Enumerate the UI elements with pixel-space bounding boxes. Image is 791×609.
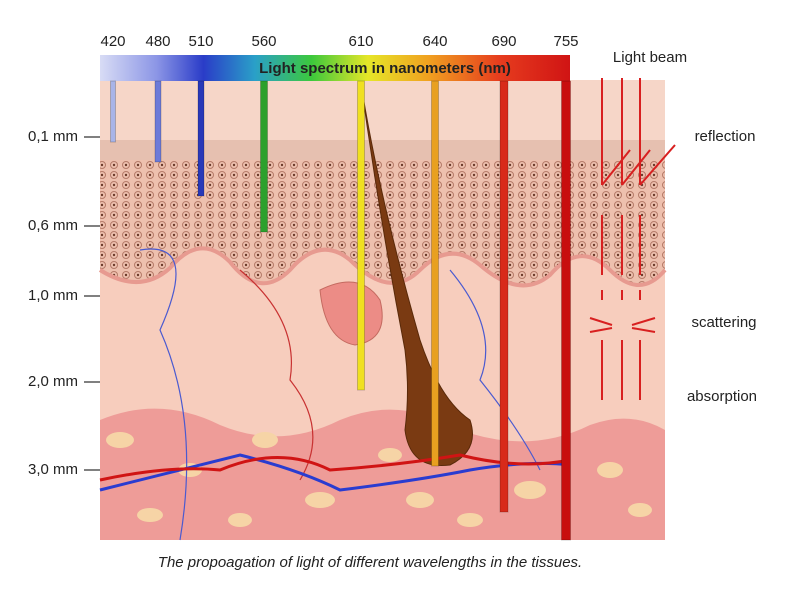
light-ray	[561, 80, 571, 541]
label-light-beam: Light beam	[613, 49, 687, 66]
depth-label: 0,1 mm	[28, 128, 78, 145]
spectrum-bar	[100, 55, 570, 81]
light-ray	[357, 80, 365, 391]
beam-arrows	[589, 78, 676, 400]
wavelength-label: 560	[251, 33, 276, 50]
wavelength-label: 420	[100, 33, 125, 50]
depth-label: 2,0 mm	[28, 373, 78, 390]
wavelength-label: 690	[491, 33, 516, 50]
label-scattering: scattering	[691, 314, 756, 331]
wavelength-label: 510	[188, 33, 213, 50]
label-absorption: absorption	[687, 388, 757, 405]
light-ray	[154, 80, 162, 163]
caption: The propoagation of light of different w…	[158, 554, 582, 571]
wavelength-label: 640	[422, 33, 447, 50]
spectrum-title: Light spectrum in nanometers (nm)	[259, 60, 511, 77]
light-ray	[197, 80, 205, 197]
wavelength-label: 480	[145, 33, 170, 50]
wavelength-label: 610	[348, 33, 373, 50]
light-ray	[110, 80, 116, 143]
wavelength-label: 755	[553, 33, 578, 50]
depth-label: 1,0 mm	[28, 287, 78, 304]
skin	[98, 80, 667, 541]
label-reflection: reflection	[695, 128, 756, 145]
depth-label: 0,6 mm	[28, 217, 78, 234]
light-ray	[431, 80, 439, 467]
light-ray	[260, 80, 268, 233]
depth-label: 3,0 mm	[28, 461, 78, 478]
light-ray	[499, 80, 509, 513]
